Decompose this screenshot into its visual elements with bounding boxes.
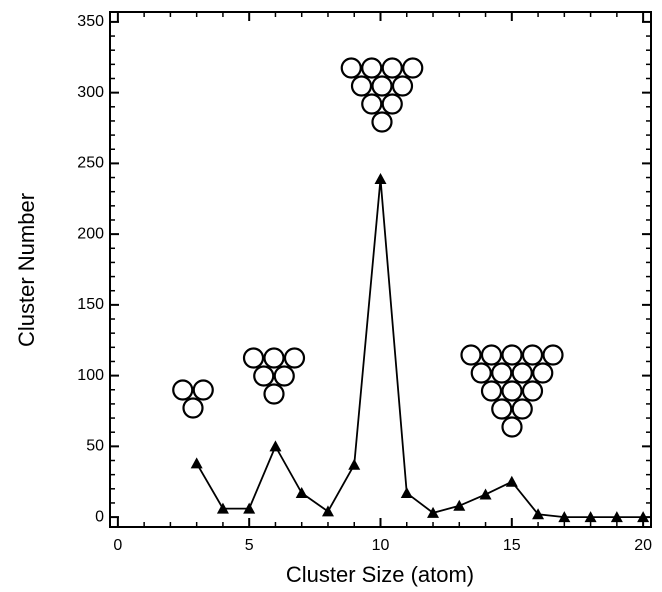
cluster-atom	[501, 416, 523, 438]
cluster-atom	[470, 362, 492, 384]
cluster-atom	[511, 362, 533, 384]
cluster-atom	[460, 344, 482, 366]
x-tick-label: 20	[634, 537, 652, 554]
cluster-atom	[480, 380, 503, 402]
x-tick-label: 15	[503, 537, 521, 554]
y-tick-label: 100	[77, 367, 104, 384]
data-point	[479, 488, 492, 500]
data-point	[243, 502, 256, 514]
data-point	[637, 511, 650, 523]
y-tick-label: 350	[77, 13, 104, 30]
cluster-atom	[501, 380, 523, 402]
cluster-atom	[501, 344, 523, 366]
cluster-atom	[371, 111, 393, 133]
data-point	[269, 440, 282, 452]
cluster-atom	[402, 57, 424, 79]
x-tick-label: 5	[245, 537, 254, 554]
cluster-atom	[350, 75, 373, 97]
cluster-atom	[361, 93, 383, 115]
y-tick-label: 50	[86, 438, 104, 455]
y-axis-title: Cluster Number	[14, 193, 39, 347]
x-tick-label: 0	[113, 537, 122, 554]
data-point	[532, 508, 545, 520]
y-tick-label: 250	[77, 155, 104, 172]
y-tick-label: 0	[95, 508, 104, 525]
cluster-atom	[542, 344, 564, 366]
cluster-atom	[361, 57, 383, 79]
cluster-atom	[263, 347, 285, 369]
x-tick-label: 10	[372, 537, 390, 554]
data-point	[374, 172, 387, 184]
cluster-atom	[273, 365, 295, 387]
cluster-atom	[532, 362, 554, 384]
cluster-atom	[521, 344, 544, 366]
cluster-atom	[391, 75, 414, 97]
data-point	[610, 511, 623, 523]
cluster-atom	[182, 397, 204, 419]
data-point	[584, 511, 597, 523]
cluster-atom	[491, 398, 513, 420]
data-point	[348, 458, 361, 470]
cluster-atom	[521, 380, 544, 402]
data-point	[321, 505, 334, 517]
data-line	[195, 178, 644, 518]
cluster-atom	[263, 383, 285, 405]
cluster-atom	[371, 75, 393, 97]
data-point	[427, 506, 440, 518]
cluster-atom	[172, 379, 194, 401]
data-point	[190, 457, 203, 469]
data-point	[400, 487, 413, 499]
cluster-atom	[381, 93, 403, 115]
data-point	[558, 511, 571, 523]
cluster-atom	[192, 379, 214, 401]
cluster-atom	[491, 362, 513, 384]
cluster-atom	[253, 365, 275, 387]
data-point	[505, 475, 518, 487]
y-tick-label: 300	[77, 84, 104, 101]
cluster-atom	[340, 57, 362, 79]
cluster-atom	[511, 398, 533, 420]
data-point	[453, 499, 466, 511]
y-tick-label: 200	[77, 225, 104, 242]
data-point	[295, 487, 308, 499]
x-axis-title: Cluster Size (atom)	[286, 562, 474, 587]
cluster-atom	[480, 344, 503, 366]
data-point	[216, 502, 229, 514]
cluster-atom	[242, 347, 265, 369]
cluster-atom	[283, 347, 306, 369]
y-tick-label: 150	[77, 296, 104, 313]
cluster-atom	[381, 57, 403, 79]
